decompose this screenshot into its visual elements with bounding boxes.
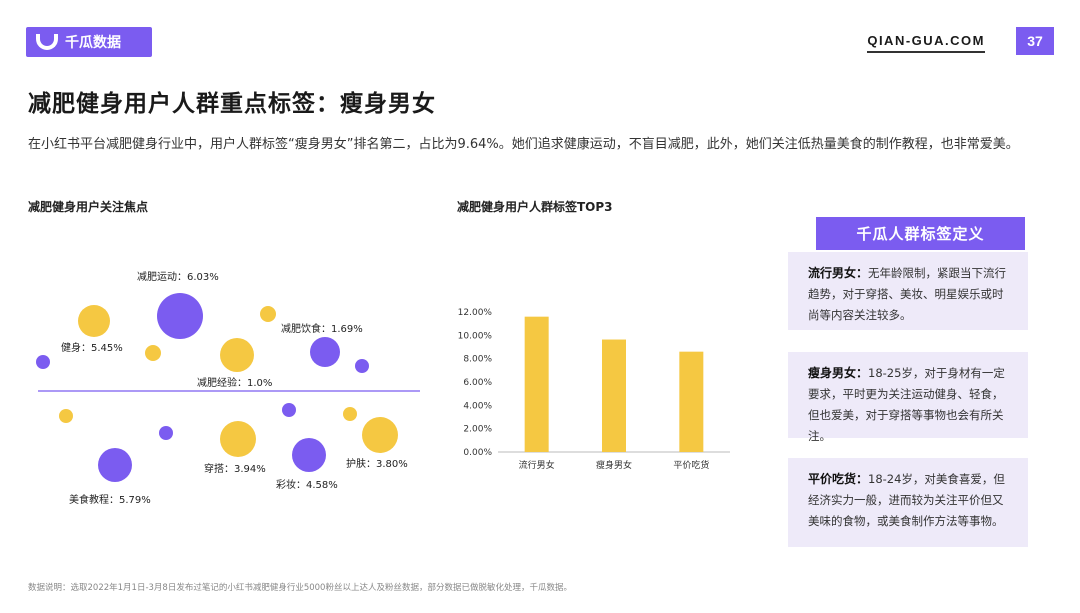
definition-term: 流行男女： <box>808 266 869 280</box>
definition-card-1: 流行男女：无年龄限制，紧跟当下流行趋势，对于穿搭、美妆、明星娱乐或时尚等内容关注… <box>788 252 1028 330</box>
page-number: 37 <box>1016 27 1054 55</box>
bubble-label: 减肥经验：1.0% <box>197 376 272 389</box>
site-url[interactable]: QIAN-GUA.COM <box>867 33 985 53</box>
y-tick-label: 4.00% <box>463 401 492 411</box>
bubble-label: 彩妆：4.58% <box>276 478 338 491</box>
bubble-chart-title: 减肥健身用户关注焦点 <box>28 200 149 214</box>
bubble-filler <box>260 306 276 322</box>
bubble-label: 穿搭：3.94% <box>204 462 266 475</box>
y-tick-label: 0.00% <box>463 448 492 458</box>
definition-card-3: 平价吃货：18-24岁，对美食喜爱，但经济实力一般，进而较为关注平价但又美味的食… <box>788 458 1028 547</box>
y-tick-label: 6.00% <box>463 378 492 388</box>
bubble-filler <box>343 407 357 421</box>
definition-term: 平价吃货： <box>808 472 869 486</box>
bar <box>679 351 704 452</box>
page-description: 在小红书平台减肥健身行业中，用户人群标签“瘦身男女”排名第二，占比为9.64%。… <box>28 137 1019 152</box>
x-tick-label: 瘦身男女 <box>596 459 632 471</box>
y-tick-label: 8.00% <box>463 355 492 365</box>
x-tick-label: 平价吃货 <box>673 459 709 471</box>
y-tick-label: 10.00% <box>458 331 493 341</box>
logo-icon <box>36 34 58 50</box>
bubble-filler <box>220 421 256 457</box>
bar <box>524 316 549 452</box>
bubble-filler <box>355 359 369 373</box>
definition-text: 18-25岁，对于身材有一定要求，平时更为关注运动健身、轻食，但也爱美，对于穿搭… <box>808 366 1005 443</box>
bar-chart: 0.00% 2.00% 4.00% 6.00% 8.00% 10.00% 12.00% 流行男… <box>458 308 730 471</box>
bubble-filler <box>78 305 110 337</box>
bubble-filler <box>159 426 173 440</box>
bubble-filler <box>282 403 296 417</box>
bubble-filler <box>145 345 161 361</box>
bubble-filler <box>98 448 132 482</box>
bubble-label: 健身：5.45% <box>61 341 123 354</box>
bubble-label: 护肤：3.80% <box>346 457 408 470</box>
bar <box>602 339 626 452</box>
definition-title: 千瓜人群标签定义 <box>816 217 1025 250</box>
definition-card-2: 瘦身男女：18-25岁，对于身材有一定要求，平时更为关注运动健身、轻食，但也爱美… <box>788 352 1028 443</box>
bubble-chart: 减肥运动：6.03% 健身：5.45% 减肥饮食：1.69% 减肥经验：1.0%… <box>36 271 420 506</box>
x-tick-label: 流行男女 <box>519 459 555 471</box>
definition-text: 18-24岁，对美食喜爱，但经济实力一般，进而较为关注平价但又美味的食物，或美食… <box>808 472 1005 528</box>
y-tick-label: 12.00% <box>458 308 493 318</box>
bar-chart-title: 减肥健身用户人群标签TOP3 <box>457 200 613 214</box>
bubble-filler <box>157 293 203 339</box>
bubble-filler <box>220 338 254 372</box>
bubble-filler <box>292 438 326 472</box>
bubble-label: 减肥饮食：1.69% <box>281 322 363 335</box>
bubble-label: 美食教程：5.79% <box>69 493 151 506</box>
bubble-filler <box>310 337 340 367</box>
bubble-label: 减肥运动：6.03% <box>137 271 219 283</box>
bubble-filler <box>59 409 73 423</box>
brand-logo: 千瓜数据 <box>26 27 152 57</box>
bubble-filler <box>362 417 398 453</box>
page-title: 减肥健身用户人群重点标签：瘦身男女 <box>28 91 436 117</box>
definition-term: 瘦身男女： <box>808 366 869 380</box>
definition-text: 无年龄限制，紧跟当下流行趋势，对于穿搭、美妆、明星娱乐或时尚等内容关注较多。 <box>808 266 1007 322</box>
y-tick-label: 2.00% <box>463 425 492 435</box>
footnote: 数据说明：选取2022年1月1日-3月8日发布过笔记的小红书减肥健身行业5000… <box>28 583 572 593</box>
bubble-filler <box>36 355 50 369</box>
logo-text: 千瓜数据 <box>65 35 121 51</box>
